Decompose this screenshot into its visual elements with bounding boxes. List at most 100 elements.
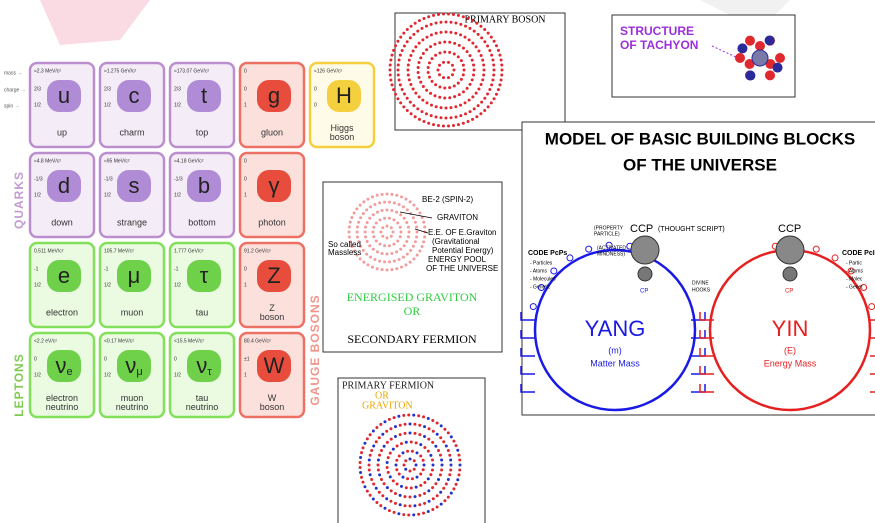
dot (431, 486, 435, 490)
dot (371, 429, 375, 433)
tachyon-dot (744, 59, 755, 69)
mass: ≈4.8 MeV/c² (34, 158, 61, 164)
dot (440, 458, 444, 462)
mass: ≈95 MeV/c² (104, 158, 130, 164)
dot (378, 473, 382, 477)
dot (440, 463, 444, 467)
symbol: b (198, 173, 210, 198)
dot (443, 50, 447, 54)
dot (480, 36, 484, 40)
dot (385, 268, 389, 272)
dot (403, 422, 407, 426)
dot (381, 432, 385, 436)
symbol-text: d (58, 173, 70, 198)
panel (521, 121, 875, 416)
hook (537, 284, 545, 291)
dot (399, 213, 403, 217)
yang-label: YANG (585, 316, 646, 341)
dot (490, 53, 494, 57)
dot (377, 436, 381, 440)
dot (371, 247, 375, 251)
dot (412, 32, 416, 36)
dot (385, 224, 389, 228)
dot (399, 35, 403, 39)
dot (480, 100, 484, 104)
charge: 0 (34, 356, 37, 362)
dot (471, 41, 475, 45)
dot (402, 105, 406, 109)
subscript: e (66, 366, 72, 378)
hook (550, 267, 558, 275)
symbol-text: t (201, 83, 207, 108)
dot (447, 12, 451, 16)
symbol-text: s (129, 173, 140, 198)
dot (422, 415, 426, 419)
dot (375, 500, 379, 504)
symbol: H (336, 83, 352, 108)
dot (461, 46, 465, 50)
dot (406, 449, 410, 453)
dot (390, 83, 394, 87)
dot (399, 101, 403, 105)
dot (498, 83, 502, 87)
dot (436, 68, 440, 72)
symbol-bg (187, 170, 221, 202)
charge: -1 (34, 266, 39, 272)
label: PARTICLE) (594, 231, 620, 237)
tachyon-dot (755, 41, 765, 51)
particle-name: tau (196, 307, 209, 317)
dot (472, 73, 476, 77)
dot (429, 45, 433, 49)
dot (434, 105, 438, 109)
charge: 0 (244, 266, 247, 272)
dot (403, 495, 407, 499)
dot (417, 512, 421, 516)
dot (347, 235, 351, 239)
dot (421, 38, 425, 42)
dot (398, 53, 402, 57)
dot (446, 76, 450, 80)
label: HOOKS (692, 287, 711, 293)
dot (405, 108, 409, 112)
dot (477, 49, 481, 53)
dot (446, 431, 450, 435)
dot (388, 63, 392, 67)
symbol-bg (187, 260, 221, 292)
row-label: spin → (4, 103, 20, 109)
dot (442, 486, 446, 490)
particle-name: tau neutrino (186, 393, 219, 412)
label: - Partic (846, 260, 862, 266)
dot (412, 413, 416, 417)
row-label: charge → (4, 87, 26, 93)
label: (E) (784, 345, 796, 355)
dot (421, 468, 425, 472)
dot (470, 58, 474, 62)
dot (398, 235, 402, 239)
charge: -1/3 (34, 176, 43, 182)
dot (379, 504, 383, 508)
dot (421, 84, 425, 88)
dot (488, 88, 492, 92)
dot (463, 101, 467, 105)
dot (405, 220, 409, 224)
dot (500, 73, 504, 77)
caption: OR (404, 304, 421, 318)
dot (443, 96, 447, 100)
dot (379, 448, 383, 452)
dot (375, 426, 379, 430)
dot (419, 483, 423, 487)
dot (371, 230, 375, 234)
dot (435, 421, 439, 425)
dot (454, 482, 458, 486)
dot (413, 115, 417, 119)
symbol-text: g (268, 83, 280, 108)
dot (448, 50, 452, 54)
dot (360, 475, 364, 479)
particle-cell: 0 0 1 γ photon (238, 151, 306, 239)
dot (409, 112, 413, 116)
dot (375, 267, 379, 271)
dot (472, 63, 476, 67)
dot (474, 45, 478, 49)
